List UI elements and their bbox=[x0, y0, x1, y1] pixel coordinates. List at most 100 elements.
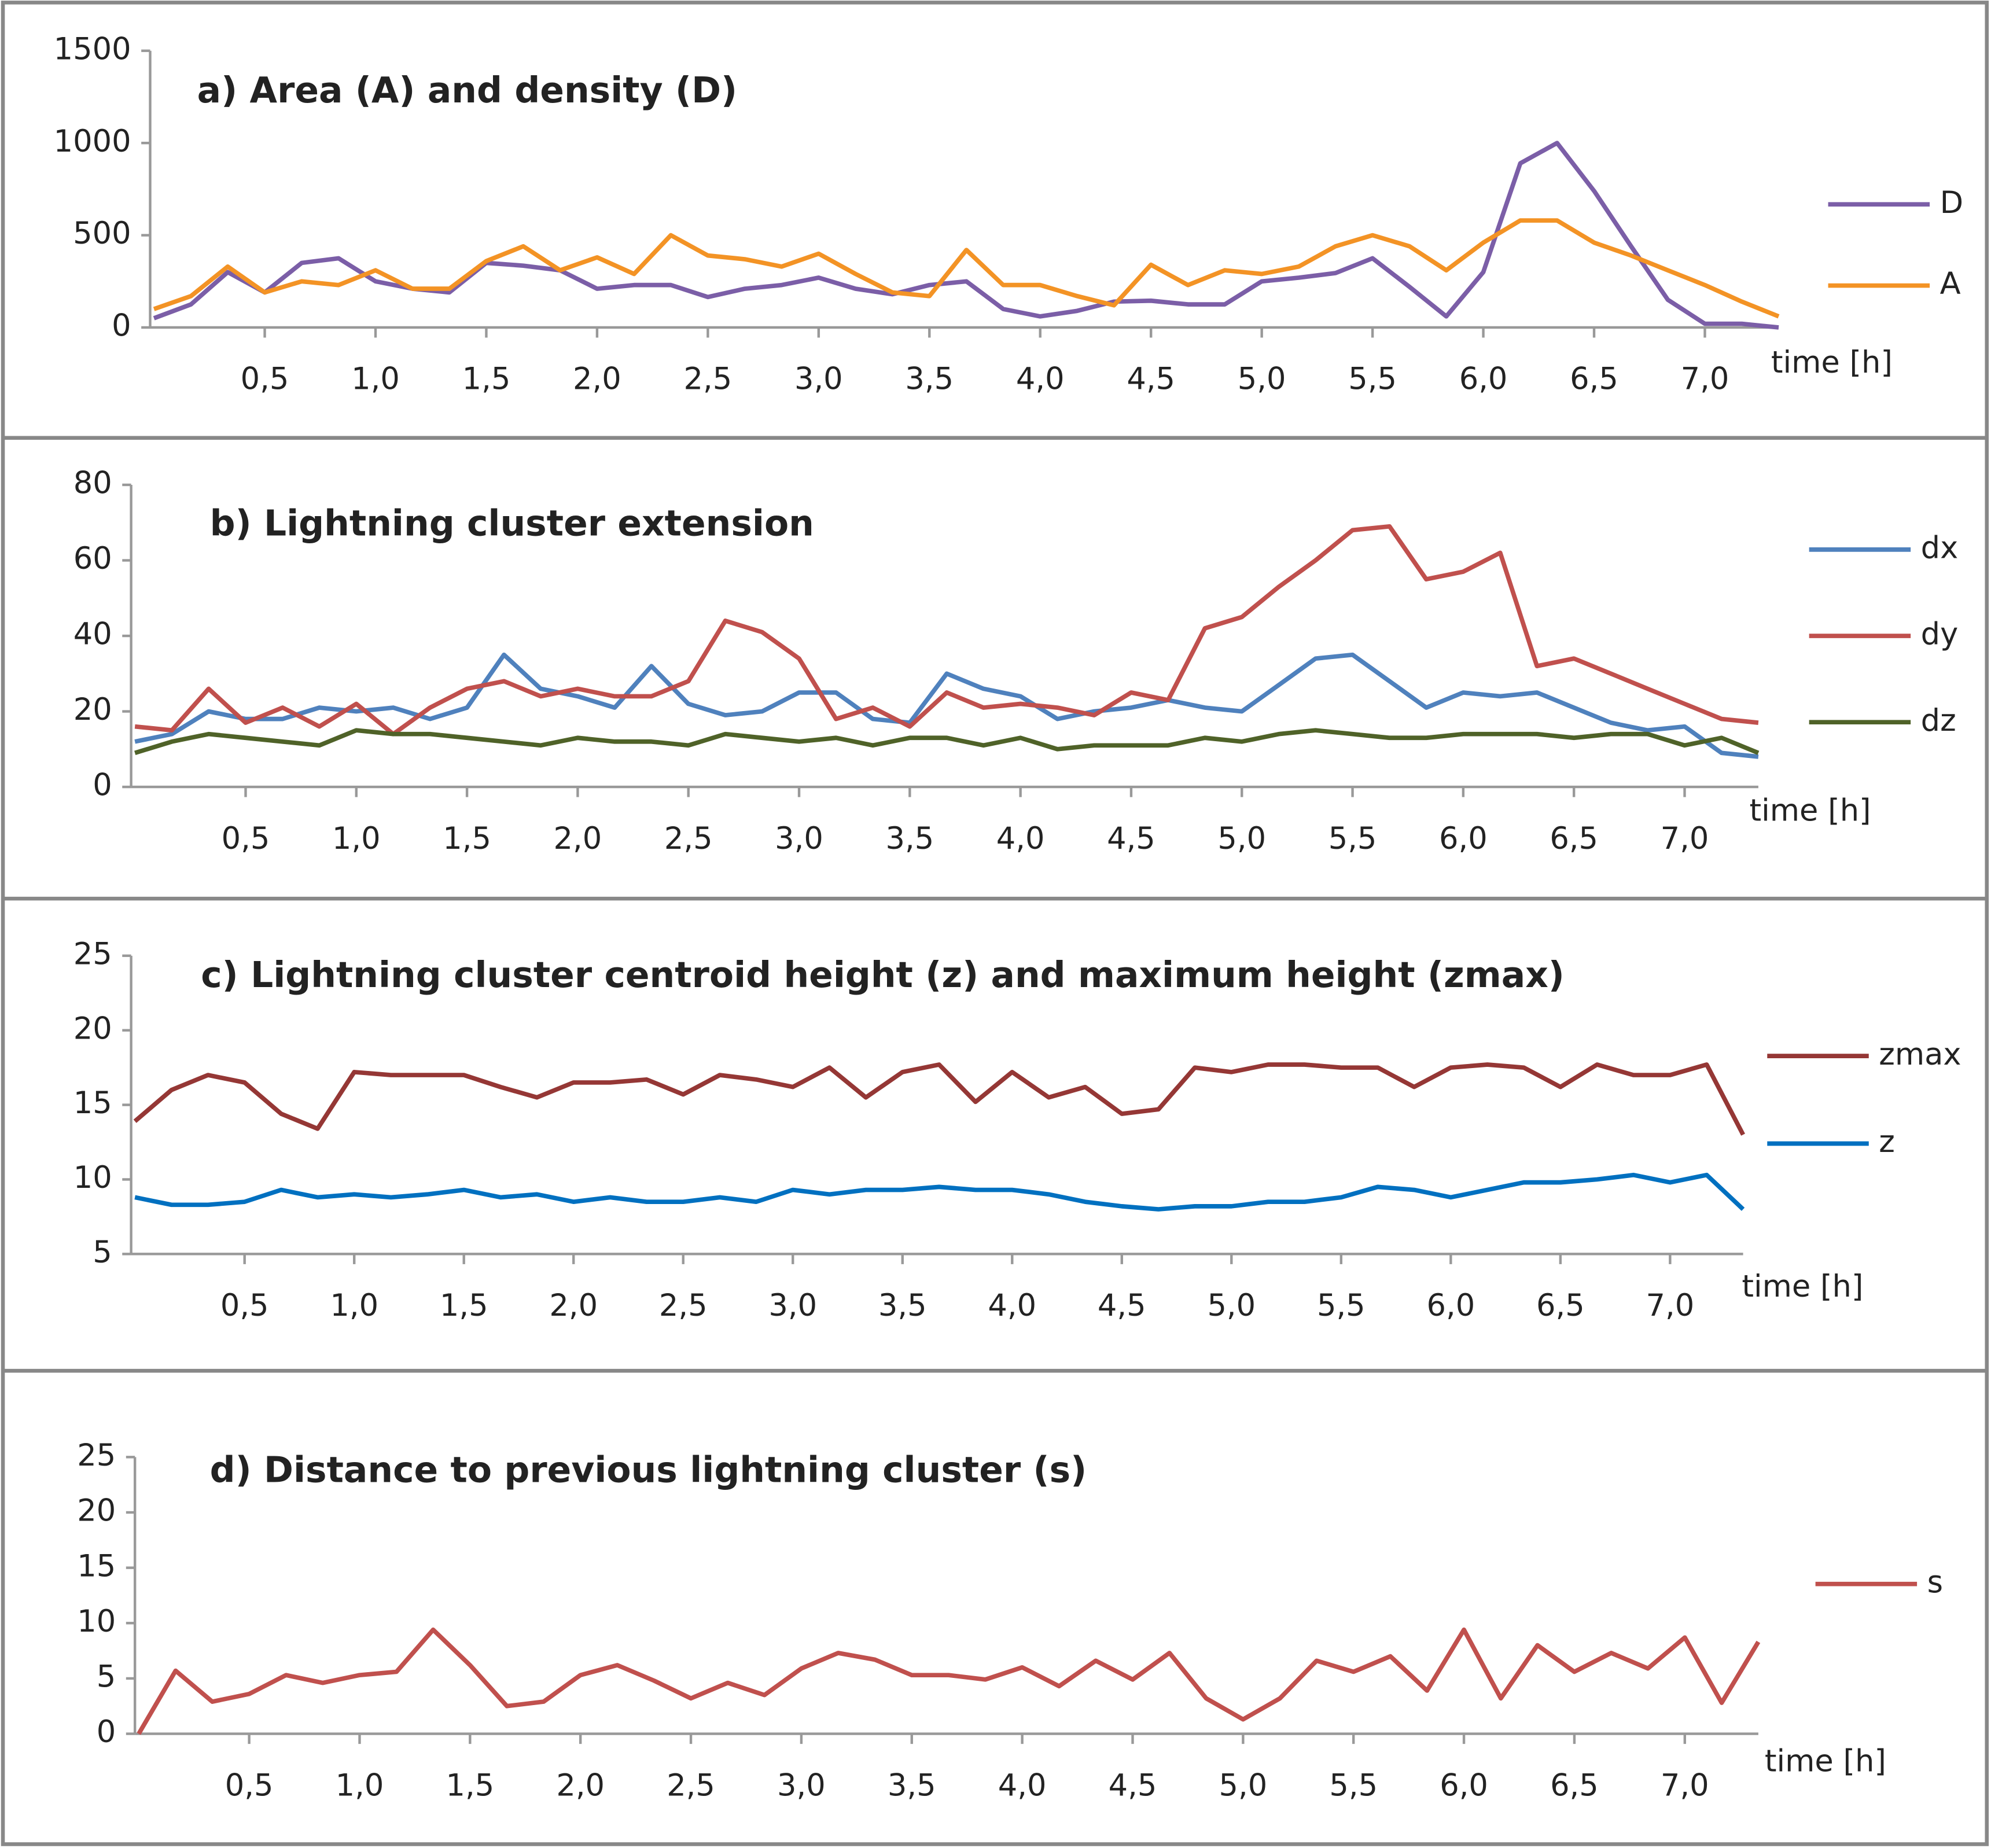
series-line bbox=[134, 728, 1760, 756]
x-tick-label: 5,0 bbox=[1207, 1288, 1256, 1323]
x-tick-label: 4,0 bbox=[996, 821, 1045, 856]
x-tick-label: 3,0 bbox=[777, 1768, 826, 1803]
x-axis-label: time [h] bbox=[1742, 1269, 1863, 1304]
x-tick-label: 6,0 bbox=[1459, 362, 1508, 397]
y-tick-label: 0 bbox=[97, 1714, 116, 1750]
y-tick-label: 500 bbox=[73, 216, 131, 251]
x-tick-label: 3,5 bbox=[905, 362, 954, 397]
series-line bbox=[134, 652, 1759, 759]
legend-label: dz bbox=[1921, 703, 1956, 738]
legend-label: A bbox=[1940, 266, 1961, 301]
x-tick-label: 2,0 bbox=[549, 1288, 598, 1323]
y-tick-label: 60 bbox=[73, 541, 112, 576]
x-tick-label: 3,5 bbox=[885, 821, 934, 856]
y-tick-label: 5 bbox=[93, 1235, 112, 1270]
x-tick-label: 4,0 bbox=[988, 1288, 1036, 1323]
x-tick-label: 5,5 bbox=[1317, 1288, 1366, 1323]
y-tick-label: 15 bbox=[77, 1548, 116, 1584]
series-line bbox=[153, 218, 1780, 319]
x-tick-label: 1,5 bbox=[440, 1288, 488, 1323]
x-tick-label: 1,5 bbox=[446, 1768, 494, 1803]
x-tick-label: 6,5 bbox=[1550, 1768, 1599, 1803]
series-line bbox=[134, 524, 1759, 737]
x-tick-label: 5,5 bbox=[1328, 821, 1377, 856]
x-tick-label: 1,5 bbox=[462, 362, 511, 397]
x-tick-label: 4,5 bbox=[1098, 1288, 1146, 1323]
x-tick-label: 4,0 bbox=[998, 1768, 1047, 1803]
x-tick-label: 1,0 bbox=[336, 1768, 384, 1803]
x-tick-label: 3,0 bbox=[775, 821, 823, 856]
chart-title: a) Area (A) and density (D) bbox=[197, 70, 737, 111]
y-tick-label: 20 bbox=[73, 1011, 112, 1046]
y-tick-label: 1000 bbox=[54, 124, 131, 159]
chart-title: b) Lightning cluster extension bbox=[210, 503, 814, 544]
x-tick-label: 6,0 bbox=[1440, 1768, 1488, 1803]
x-tick-label: 5,5 bbox=[1348, 362, 1397, 397]
x-tick-label: 5,0 bbox=[1217, 821, 1266, 856]
x-tick-label: 6,0 bbox=[1439, 821, 1488, 856]
x-tick-label: 5,0 bbox=[1238, 362, 1286, 397]
y-tick-label: 5 bbox=[97, 1659, 116, 1695]
series-line bbox=[137, 1627, 1761, 1735]
x-tick-label: 3,0 bbox=[768, 1288, 817, 1323]
x-tick-label: 1,0 bbox=[330, 1288, 378, 1323]
x-tick-label: 2,5 bbox=[659, 1288, 708, 1323]
x-tick-label: 5,0 bbox=[1219, 1768, 1268, 1803]
x-axis-label: time [h] bbox=[1771, 345, 1893, 380]
y-tick-label: 25 bbox=[77, 1438, 116, 1473]
x-tick-label: 3,0 bbox=[794, 362, 843, 397]
x-tick-label: 6,0 bbox=[1426, 1288, 1475, 1323]
x-tick-label: 4,0 bbox=[1016, 362, 1065, 397]
x-tick-label: 2,5 bbox=[664, 821, 713, 856]
y-tick-label: 20 bbox=[73, 692, 112, 727]
legend-label: zmax bbox=[1879, 1037, 1961, 1072]
x-tick-label: 2,0 bbox=[573, 362, 621, 397]
y-tick-label: 20 bbox=[77, 1493, 116, 1529]
y-tick-label: 0 bbox=[93, 768, 112, 803]
x-tick-label: 4,5 bbox=[1107, 821, 1155, 856]
x-tick-label: 0,5 bbox=[241, 362, 289, 397]
x-tick-label: 3,5 bbox=[878, 1288, 927, 1323]
x-tick-label: 7,0 bbox=[1646, 1288, 1695, 1323]
y-tick-label: 80 bbox=[73, 466, 112, 501]
legend-label: s bbox=[1927, 1564, 1943, 1600]
legend-label: dx bbox=[1921, 531, 1959, 566]
y-tick-label: 1500 bbox=[54, 31, 131, 67]
chart-title: c) Lightning cluster centroid height (z)… bbox=[201, 955, 1565, 996]
x-tick-label: 1,0 bbox=[332, 821, 381, 856]
x-tick-label: 4,5 bbox=[1127, 362, 1175, 397]
y-tick-label: 0 bbox=[112, 308, 131, 344]
series-line bbox=[133, 1062, 1745, 1136]
x-tick-label: 2,5 bbox=[667, 1768, 715, 1803]
x-tick-label: 0,5 bbox=[225, 1768, 274, 1803]
legend-label: dy bbox=[1921, 617, 1959, 652]
x-tick-label: 2,5 bbox=[684, 362, 733, 397]
x-tick-label: 6,5 bbox=[1570, 362, 1618, 397]
x-tick-label: 4,5 bbox=[1109, 1768, 1157, 1803]
series-line bbox=[134, 1172, 1745, 1212]
x-tick-label: 2,0 bbox=[556, 1768, 605, 1803]
x-axis-label: time [h] bbox=[1765, 1744, 1886, 1779]
y-tick-label: 10 bbox=[77, 1604, 116, 1639]
y-tick-label: 15 bbox=[73, 1085, 112, 1121]
x-tick-label: 7,0 bbox=[1661, 1768, 1709, 1803]
x-tick-label: 5,5 bbox=[1329, 1768, 1378, 1803]
y-tick-label: 40 bbox=[73, 617, 112, 652]
x-tick-label: 0,5 bbox=[222, 821, 270, 856]
x-tick-label: 7,0 bbox=[1661, 821, 1709, 856]
legend-label: D bbox=[1940, 185, 1964, 220]
chart-title: d) Distance to previous lightning cluste… bbox=[210, 1450, 1087, 1491]
x-tick-label: 3,5 bbox=[888, 1768, 936, 1803]
legend-label: z bbox=[1879, 1124, 1895, 1159]
y-tick-label: 10 bbox=[73, 1160, 112, 1195]
x-tick-label: 1,0 bbox=[351, 362, 400, 397]
x-tick-label: 1,5 bbox=[443, 821, 491, 856]
x-tick-label: 2,0 bbox=[554, 821, 602, 856]
x-tick-label: 7,0 bbox=[1681, 362, 1729, 397]
x-tick-label: 0,5 bbox=[220, 1288, 269, 1323]
x-tick-label: 6,5 bbox=[1536, 1288, 1585, 1323]
y-tick-label: 25 bbox=[73, 936, 112, 971]
